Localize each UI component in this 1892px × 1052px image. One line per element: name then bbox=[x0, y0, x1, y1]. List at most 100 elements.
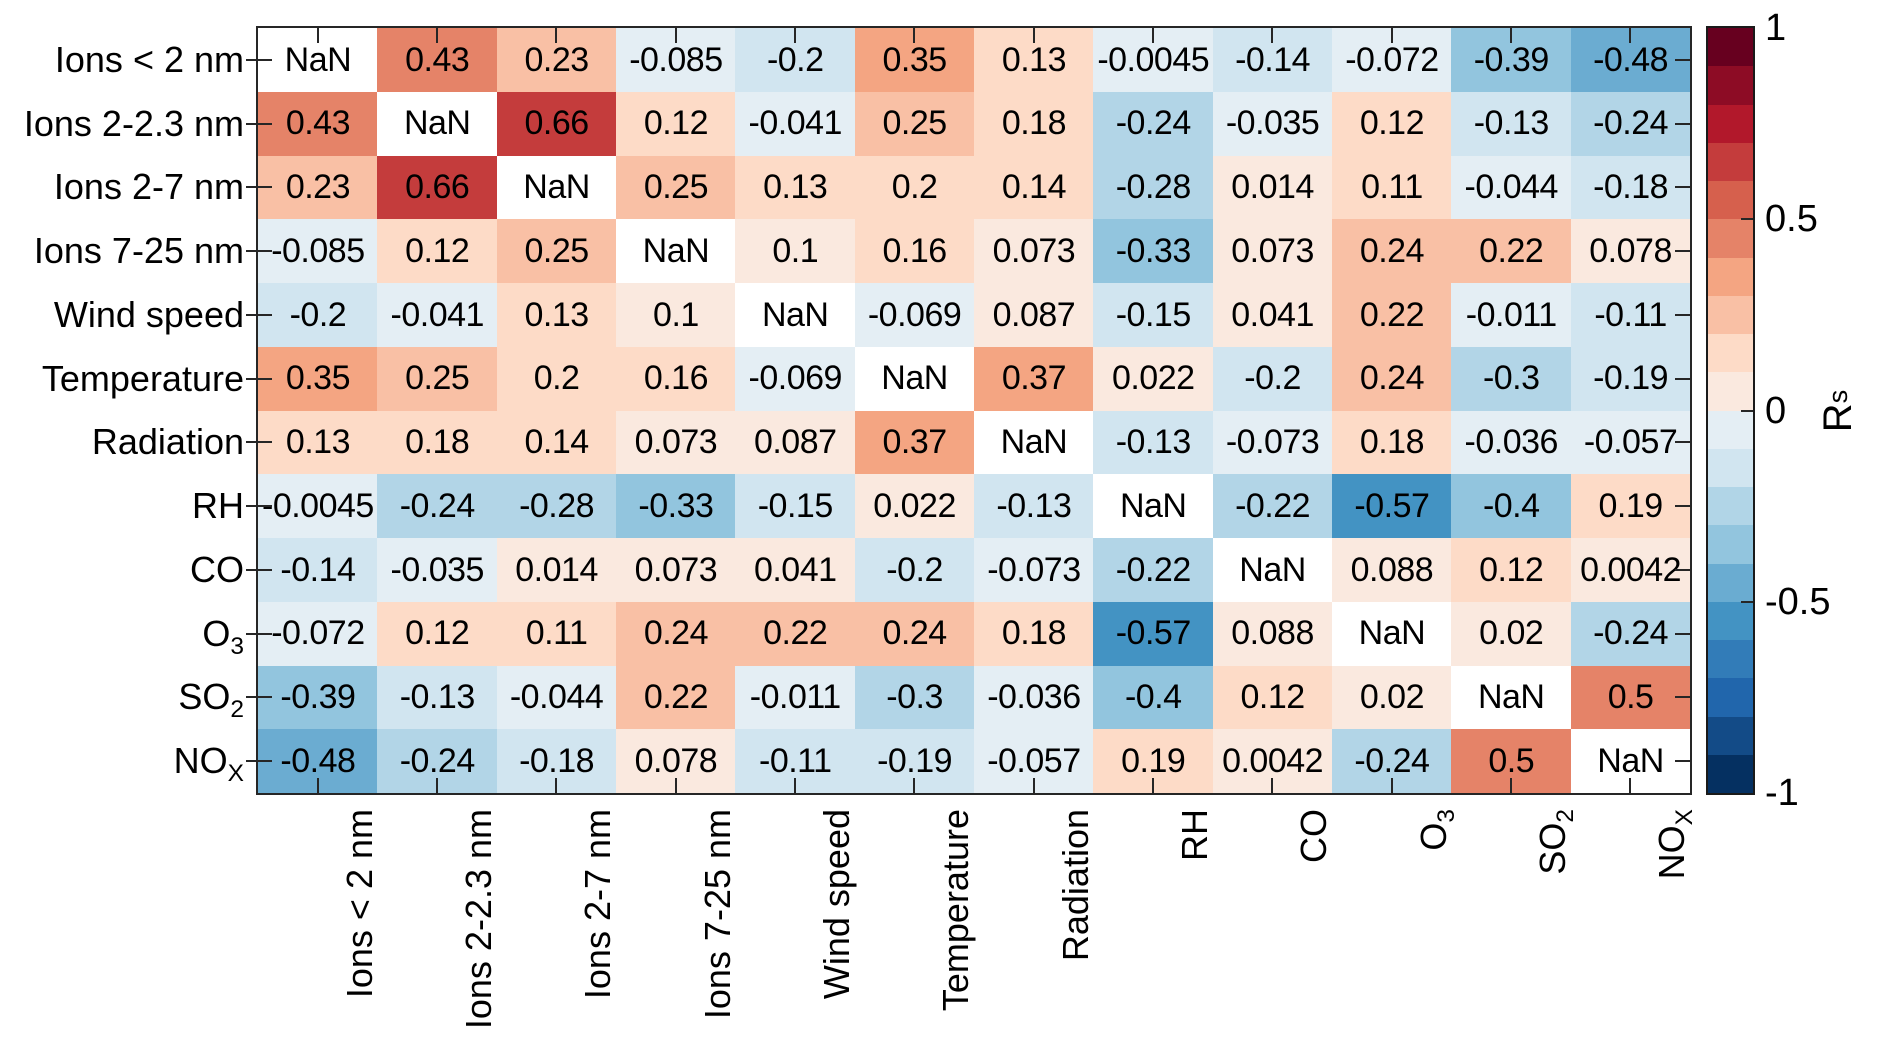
axis-tick bbox=[1152, 778, 1154, 793]
heatmap-cell: -0.14 bbox=[258, 538, 378, 603]
heatmap-cell: -0.13 bbox=[974, 474, 1094, 539]
heatmap-cell: -0.2 bbox=[258, 283, 378, 348]
heatmap-cell: -0.48 bbox=[1570, 28, 1691, 93]
colorbar-tick-label: 0.5 bbox=[1765, 198, 1818, 241]
axis-tick bbox=[246, 58, 272, 61]
heatmap-cell: -0.13 bbox=[377, 665, 498, 730]
axis-tick bbox=[794, 778, 796, 793]
axis-tick bbox=[1675, 441, 1690, 444]
heatmap-cell: 0.18 bbox=[1332, 410, 1452, 475]
axis-tick bbox=[794, 28, 796, 43]
axis-tick bbox=[246, 632, 272, 635]
heatmap-cell: -0.085 bbox=[258, 219, 378, 284]
heatmap-cell: 0.087 bbox=[974, 283, 1094, 348]
colorbar-tick-label: 0 bbox=[1765, 389, 1787, 432]
heatmap-cell: -0.39 bbox=[258, 665, 378, 730]
axis-tick bbox=[913, 778, 916, 793]
x-axis-label: O3 bbox=[1412, 809, 1460, 851]
axis-tick bbox=[674, 28, 677, 43]
x-axis-label: NOX bbox=[1651, 809, 1699, 880]
colorbar-band bbox=[1708, 334, 1753, 373]
heatmap-cell: 0.2 bbox=[496, 346, 617, 411]
heatmap-cell: -0.072 bbox=[258, 601, 378, 666]
heatmap-cell: NaN bbox=[377, 91, 498, 156]
colorbar-band bbox=[1708, 142, 1753, 182]
heatmap-cell: 0.11 bbox=[1332, 155, 1452, 220]
colorbar-band bbox=[1708, 525, 1753, 564]
axis-tick bbox=[1675, 313, 1690, 316]
heatmap-cell: 0.14 bbox=[496, 410, 617, 475]
heatmap-cell: 0.24 bbox=[854, 601, 975, 666]
heatmap-cell: NaN bbox=[974, 410, 1094, 475]
axis-tick bbox=[246, 568, 272, 571]
heatmap-cell: NaN bbox=[1451, 665, 1572, 730]
heatmap-cell: -0.18 bbox=[1570, 155, 1691, 220]
heatmap-cell: -0.33 bbox=[616, 474, 736, 539]
label-subscript: 3 bbox=[230, 632, 244, 660]
axis-tick bbox=[246, 122, 272, 125]
axis-tick bbox=[1032, 778, 1035, 793]
heatmap-cell: -0.3 bbox=[1451, 346, 1572, 411]
heatmap-cell: NaN bbox=[616, 219, 736, 284]
axis-tick bbox=[1390, 778, 1393, 793]
heatmap-cell: 0.12 bbox=[1212, 665, 1333, 730]
axis-tick bbox=[1152, 28, 1154, 43]
axis-tick bbox=[1629, 28, 1632, 43]
heatmap-cell: 0.35 bbox=[258, 346, 378, 411]
y-axis-label: CO bbox=[190, 548, 244, 590]
heatmap-cell: 0.088 bbox=[1212, 601, 1333, 666]
x-axis-label: Ions 7-25 nm bbox=[696, 809, 738, 1020]
axis-tick bbox=[436, 28, 438, 43]
y-axis-label: RH bbox=[192, 485, 244, 527]
heatmap-cell: -0.3 bbox=[854, 665, 975, 730]
heatmap-cell: 0.23 bbox=[258, 155, 378, 220]
heatmap-cell: -0.57 bbox=[1332, 474, 1452, 539]
heatmap-cell: 0.22 bbox=[616, 665, 736, 730]
heatmap-cell: 0.18 bbox=[377, 410, 498, 475]
heatmap-cell: -0.044 bbox=[1451, 155, 1572, 220]
heatmap-cell: 0.43 bbox=[377, 28, 498, 93]
axis-tick bbox=[1510, 778, 1512, 793]
label-subscript: 2 bbox=[230, 696, 244, 724]
heatmap-cell: NaN bbox=[1093, 474, 1214, 539]
axis-tick bbox=[1675, 186, 1690, 189]
axis-tick bbox=[246, 313, 272, 316]
heatmap-cell: 0.13 bbox=[735, 155, 856, 220]
axis-tick bbox=[1675, 696, 1690, 699]
label-subscript: X bbox=[227, 760, 244, 788]
heatmap-cell: 0.041 bbox=[735, 538, 856, 603]
heatmap-cell: 0.43 bbox=[258, 91, 378, 156]
axis-tick bbox=[1675, 250, 1690, 253]
axis-tick bbox=[246, 377, 272, 380]
y-axis-label: NOX bbox=[173, 740, 244, 788]
heatmap-cell: 0.24 bbox=[616, 601, 736, 666]
axis-tick bbox=[1032, 28, 1035, 43]
heatmap-cell: -0.044 bbox=[496, 665, 617, 730]
y-axis-label: O3 bbox=[202, 612, 244, 660]
axis-tick bbox=[1675, 377, 1690, 380]
heatmap-cell: -0.19 bbox=[1570, 346, 1691, 411]
heatmap-cell: -0.57 bbox=[1093, 601, 1214, 666]
heatmap-cell: 0.073 bbox=[616, 538, 736, 603]
heatmap-cell: 0.22 bbox=[735, 601, 856, 666]
colorbar-band bbox=[1708, 104, 1753, 144]
heatmap-cell: -0.073 bbox=[974, 538, 1094, 603]
heatmap-cell: 0.22 bbox=[1332, 283, 1452, 348]
heatmap-cell: 0.041 bbox=[1212, 283, 1333, 348]
axis-tick bbox=[1675, 58, 1690, 61]
colorbar-band bbox=[1708, 28, 1753, 67]
heatmap-cell: 0.25 bbox=[377, 346, 498, 411]
heatmap-cell: -0.13 bbox=[1451, 91, 1572, 156]
heatmap-cell: -0.24 bbox=[1332, 729, 1452, 794]
heatmap-cell: -0.057 bbox=[1570, 410, 1691, 475]
heatmap-cell: 0.02 bbox=[1332, 665, 1452, 730]
label-subscript: X bbox=[1671, 809, 1699, 826]
heatmap-cell: -0.085 bbox=[616, 28, 736, 93]
colorbar-band bbox=[1708, 181, 1753, 220]
colorbar-tick bbox=[1741, 218, 1753, 221]
axis-tick bbox=[1510, 28, 1512, 43]
y-axis-label: Temperature bbox=[41, 357, 244, 399]
x-axis-label: RH bbox=[1174, 809, 1215, 861]
heatmap-cell: -0.28 bbox=[496, 474, 617, 539]
